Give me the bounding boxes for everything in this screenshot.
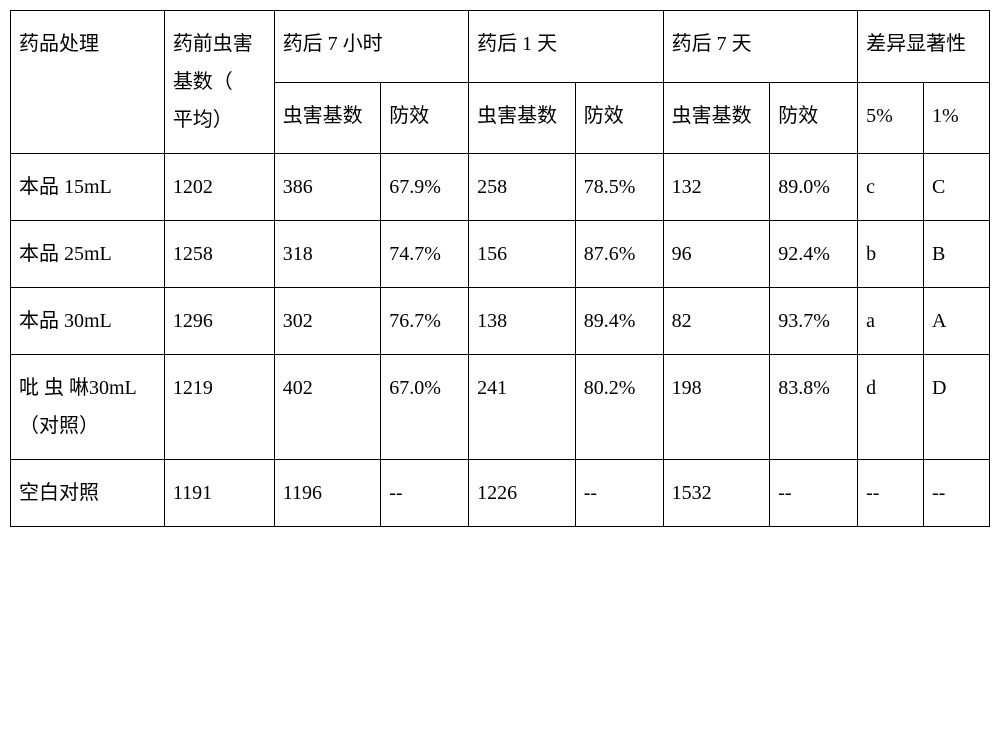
cell-sig5: c xyxy=(858,154,924,221)
table-row: 本品 30mL 1296 302 76.7% 138 89.4% 82 93.7… xyxy=(11,288,990,355)
cell-7d-eff: 83.8% xyxy=(770,355,858,460)
cell-sig5: d xyxy=(858,355,924,460)
header-1d: 药后 1 天 xyxy=(469,11,663,83)
cell-7h-pest: 386 xyxy=(274,154,381,221)
cell-pre: 1296 xyxy=(164,288,274,355)
cell-treatment: 本品 25mL xyxy=(11,221,165,288)
efficacy-table: 药品处理 药前虫害基数（ 平均） 药后 7 小时 药后 1 天 药后 7 天 差… xyxy=(10,10,990,527)
cell-7h-pest: 302 xyxy=(274,288,381,355)
header-7h: 药后 7 小时 xyxy=(274,11,468,83)
header-1d-pest: 虫害基数 xyxy=(469,82,576,154)
header-sig: 差异显著性 xyxy=(858,11,990,83)
cell-1d-eff: 89.4% xyxy=(575,288,663,355)
header-7d-pest: 虫害基数 xyxy=(663,82,770,154)
table-row: 本品 25mL 1258 318 74.7% 156 87.6% 96 92.4… xyxy=(11,221,990,288)
cell-1d-pest: 138 xyxy=(469,288,576,355)
table-row: 本品 15mL 1202 386 67.9% 258 78.5% 132 89.… xyxy=(11,154,990,221)
cell-pre: 1191 xyxy=(164,460,274,527)
header-row-1: 药品处理 药前虫害基数（ 平均） 药后 7 小时 药后 1 天 药后 7 天 差… xyxy=(11,11,990,83)
cell-7h-eff: 67.0% xyxy=(381,355,469,460)
cell-sig5: -- xyxy=(858,460,924,527)
table-row: 空白对照 1191 1196 -- 1226 -- 1532 -- -- -- xyxy=(11,460,990,527)
header-7h-eff: 防效 xyxy=(381,82,469,154)
header-1d-eff: 防效 xyxy=(575,82,663,154)
cell-1d-pest: 1226 xyxy=(469,460,576,527)
cell-sig1: C xyxy=(924,154,990,221)
cell-sig1: D xyxy=(924,355,990,460)
cell-treatment: 本品 30mL xyxy=(11,288,165,355)
cell-sig5: a xyxy=(858,288,924,355)
cell-pre: 1219 xyxy=(164,355,274,460)
cell-7h-eff: 76.7% xyxy=(381,288,469,355)
cell-7h-eff: 74.7% xyxy=(381,221,469,288)
cell-7h-eff: 67.9% xyxy=(381,154,469,221)
cell-1d-eff: -- xyxy=(575,460,663,527)
cell-pre: 1258 xyxy=(164,221,274,288)
cell-7d-pest: 132 xyxy=(663,154,770,221)
cell-1d-pest: 258 xyxy=(469,154,576,221)
header-7d-eff: 防效 xyxy=(770,82,858,154)
cell-1d-eff: 87.6% xyxy=(575,221,663,288)
cell-7h-pest: 1196 xyxy=(274,460,381,527)
cell-1d-pest: 241 xyxy=(469,355,576,460)
cell-7d-eff: 92.4% xyxy=(770,221,858,288)
header-sig1: 1% xyxy=(924,82,990,154)
header-7d: 药后 7 天 xyxy=(663,11,857,83)
cell-7d-pest: 1532 xyxy=(663,460,770,527)
cell-7d-pest: 96 xyxy=(663,221,770,288)
cell-treatment: 本品 15mL xyxy=(11,154,165,221)
cell-sig5: b xyxy=(858,221,924,288)
table-row: 吡 虫 啉30mL（对照） 1219 402 67.0% 241 80.2% 1… xyxy=(11,355,990,460)
cell-7d-eff: 89.0% xyxy=(770,154,858,221)
cell-1d-pest: 156 xyxy=(469,221,576,288)
cell-pre: 1202 xyxy=(164,154,274,221)
cell-sig1: A xyxy=(924,288,990,355)
cell-1d-eff: 78.5% xyxy=(575,154,663,221)
header-sig5: 5% xyxy=(858,82,924,154)
header-treatment: 药品处理 xyxy=(11,11,165,154)
cell-treatment: 吡 虫 啉30mL（对照） xyxy=(11,355,165,460)
cell-7h-pest: 318 xyxy=(274,221,381,288)
cell-7d-pest: 198 xyxy=(663,355,770,460)
cell-1d-eff: 80.2% xyxy=(575,355,663,460)
header-pre-pest: 药前虫害基数（ 平均） xyxy=(164,11,274,154)
cell-7h-pest: 402 xyxy=(274,355,381,460)
header-7h-pest: 虫害基数 xyxy=(274,82,381,154)
cell-7d-eff: -- xyxy=(770,460,858,527)
cell-sig1: B xyxy=(924,221,990,288)
cell-7d-eff: 93.7% xyxy=(770,288,858,355)
cell-treatment: 空白对照 xyxy=(11,460,165,527)
cell-7h-eff: -- xyxy=(381,460,469,527)
cell-7d-pest: 82 xyxy=(663,288,770,355)
cell-sig1: -- xyxy=(924,460,990,527)
